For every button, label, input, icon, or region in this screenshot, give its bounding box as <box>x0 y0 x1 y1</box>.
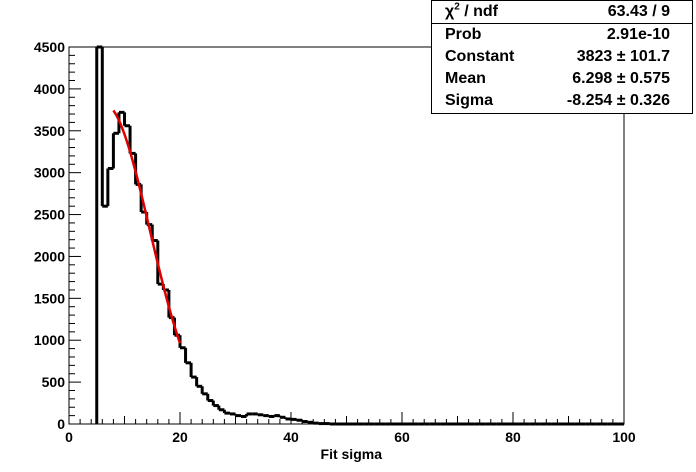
histogram-bin <box>256 413 264 417</box>
histogram-bin <box>228 412 236 416</box>
fit-curve-layer <box>112 109 182 344</box>
histogram-bin <box>306 420 314 424</box>
stats-row-mean: Mean 6.298 ± 0.575 <box>432 68 692 90</box>
stats-label-constant: Constant <box>445 48 515 65</box>
y-tick-label: 2500 <box>34 207 65 223</box>
x-axis-title: Fit sigma <box>321 446 383 462</box>
histogram-bin <box>245 412 253 417</box>
stats-row-sigma: Sigma -8.254 ± 0.326 <box>432 90 692 112</box>
histogram-bin <box>295 418 303 422</box>
histogram-bin <box>261 414 269 418</box>
x-tick-label: 40 <box>283 429 299 445</box>
y-tick-label: 500 <box>42 374 66 390</box>
axes: 0 20 40 60 80 1000500100015002000250030003500… <box>34 39 636 445</box>
stats-row-prob: Prob 2.91e-10 <box>432 24 692 46</box>
fit-statistics-box: χ2 / ndf 63.43 / 9 Prob 2.91e-10 Constan… <box>431 0 693 114</box>
stats-value-prob: 2.91e-10 <box>606 26 670 43</box>
stats-label-sigma: Sigma <box>445 92 494 109</box>
stats-row-chi2: χ2 / ndf 63.43 / 9 <box>432 1 692 24</box>
histogram-bin <box>300 419 308 423</box>
x-tick-label: 0 <box>65 429 73 445</box>
histogram-bin <box>311 421 319 425</box>
y-tick-label: 2000 <box>34 248 65 264</box>
y-tick-label: 1500 <box>34 290 65 306</box>
y-tick-label: 1000 <box>34 332 65 348</box>
x-tick-label: 60 <box>394 429 410 445</box>
x-tick-label: 100 <box>612 429 636 445</box>
stats-value-chi2: 63.43 / 9 <box>607 3 670 20</box>
y-tick-label: 3000 <box>34 165 65 181</box>
x-tick-label: 80 <box>505 429 521 445</box>
gaussian-fit-curve <box>112 109 182 344</box>
y-tick-label: 0 <box>57 416 65 432</box>
y-tick-label: 3500 <box>34 123 65 139</box>
stats-label-chi2: χ2 / ndf <box>445 1 498 20</box>
stats-label-prob: Prob <box>445 26 482 43</box>
y-tick-label: 4000 <box>34 81 65 97</box>
stats-label-mean: Mean <box>445 70 486 87</box>
histogram-bin <box>234 413 242 418</box>
stats-row-constant: Constant 3823 ± 101.7 <box>432 46 692 68</box>
stats-value-constant: 3823 ± 101.7 <box>576 48 670 65</box>
stats-value-sigma: -8.254 ± 0.326 <box>566 92 670 109</box>
x-tick-label: 20 <box>172 429 188 445</box>
stats-value-mean: 6.298 ± 0.575 <box>572 70 670 87</box>
histogram-bin <box>283 417 291 421</box>
y-tick-label: 4500 <box>34 39 65 55</box>
histogram-bin <box>278 415 286 419</box>
